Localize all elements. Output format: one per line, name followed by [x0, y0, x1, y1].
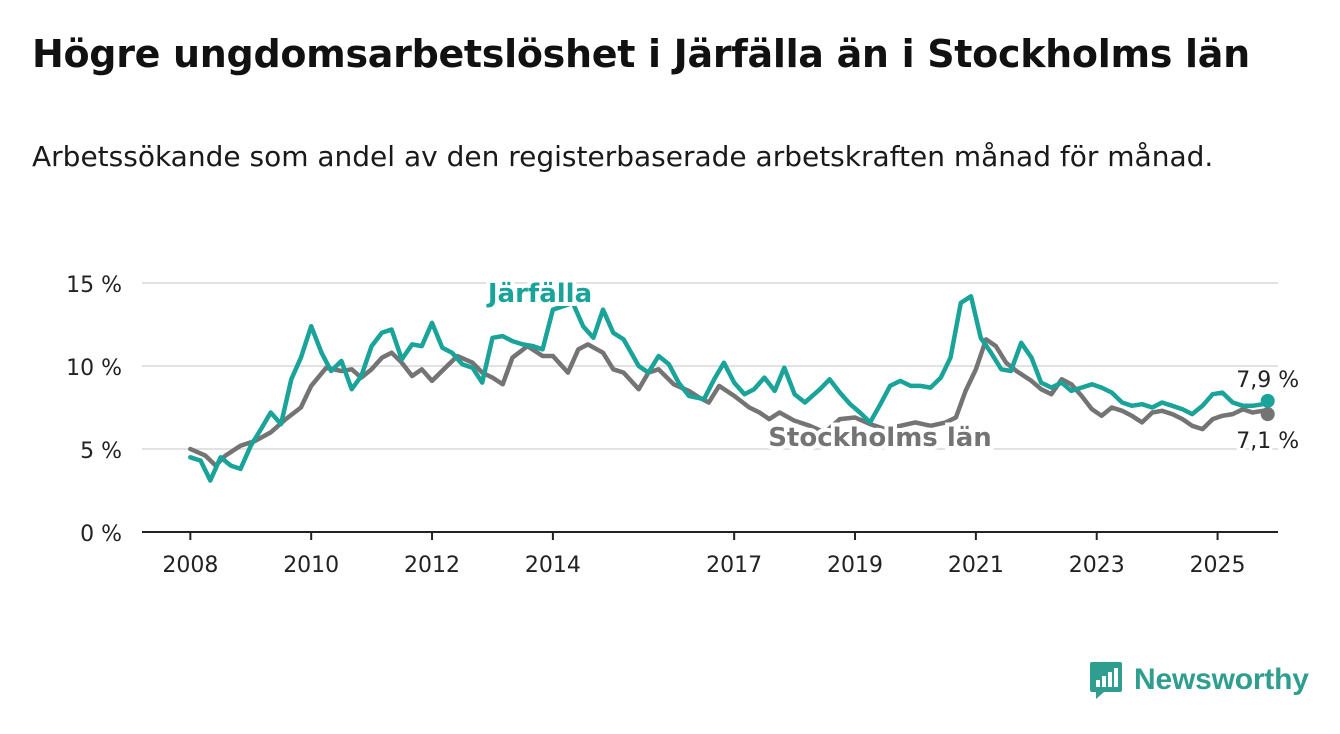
- series-label-jarfalla: Järfälla: [486, 279, 592, 309]
- end-point-jarfalla: [1260, 393, 1275, 408]
- x-tick-label: 2025: [1190, 553, 1246, 578]
- x-tick-label: 2023: [1069, 553, 1125, 578]
- chart-subtitle: Arbetssökande som andel av den registerb…: [32, 140, 1214, 173]
- brand[interactable]: Newsworthy: [1088, 660, 1309, 700]
- brand-name: Newsworthy: [1134, 663, 1309, 696]
- y-tick-label: 0 %: [80, 522, 122, 547]
- y-tick-label: 5 %: [80, 439, 122, 464]
- x-tick-label: 2014: [525, 553, 581, 578]
- y-tick-label: 15 %: [66, 273, 122, 298]
- end-label-stockholms-lan: 7,1 %: [1236, 429, 1299, 454]
- series-label-stockholms-lan: Stockholms län: [768, 423, 992, 453]
- chart-title: Högre ungdomsarbetslöshet i Järfälla än …: [32, 32, 1250, 76]
- x-tick-label: 2017: [706, 553, 762, 578]
- line-chart: 0 % 5 % 10 % 15 % 2008 2010 2012 2014 2017 2019 20…: [66, 273, 1300, 578]
- newsworthy-logo-icon: [1090, 662, 1122, 699]
- x-tick-label: 2012: [404, 553, 460, 578]
- end-point-stockholms-lan: [1260, 407, 1275, 422]
- x-tick-label: 2019: [827, 553, 883, 578]
- series-line-stockholms-lan: [188, 337, 1270, 468]
- x-tick-label: 2021: [948, 553, 1004, 578]
- x-tick-label: 2008: [162, 553, 218, 578]
- y-tick-label: 10 %: [66, 356, 122, 381]
- x-tick-label: 2010: [283, 553, 339, 578]
- end-label-jarfalla: 7,9 %: [1236, 368, 1299, 393]
- series-line-jarfalla: [188, 294, 1270, 483]
